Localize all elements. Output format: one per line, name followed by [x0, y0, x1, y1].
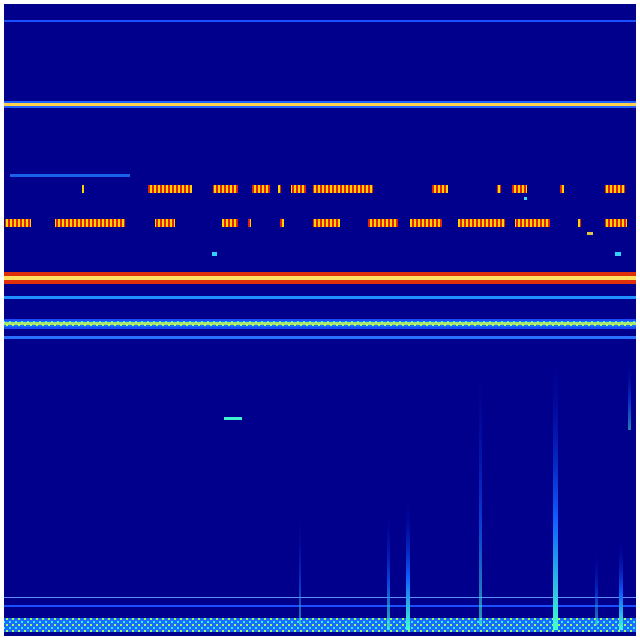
dash-row-upper	[82, 185, 625, 193]
vertical-streaks	[299, 355, 631, 630]
dash-row-lower	[5, 219, 627, 227]
horizontal-lines	[4, 20, 636, 632]
spots	[212, 197, 621, 420]
